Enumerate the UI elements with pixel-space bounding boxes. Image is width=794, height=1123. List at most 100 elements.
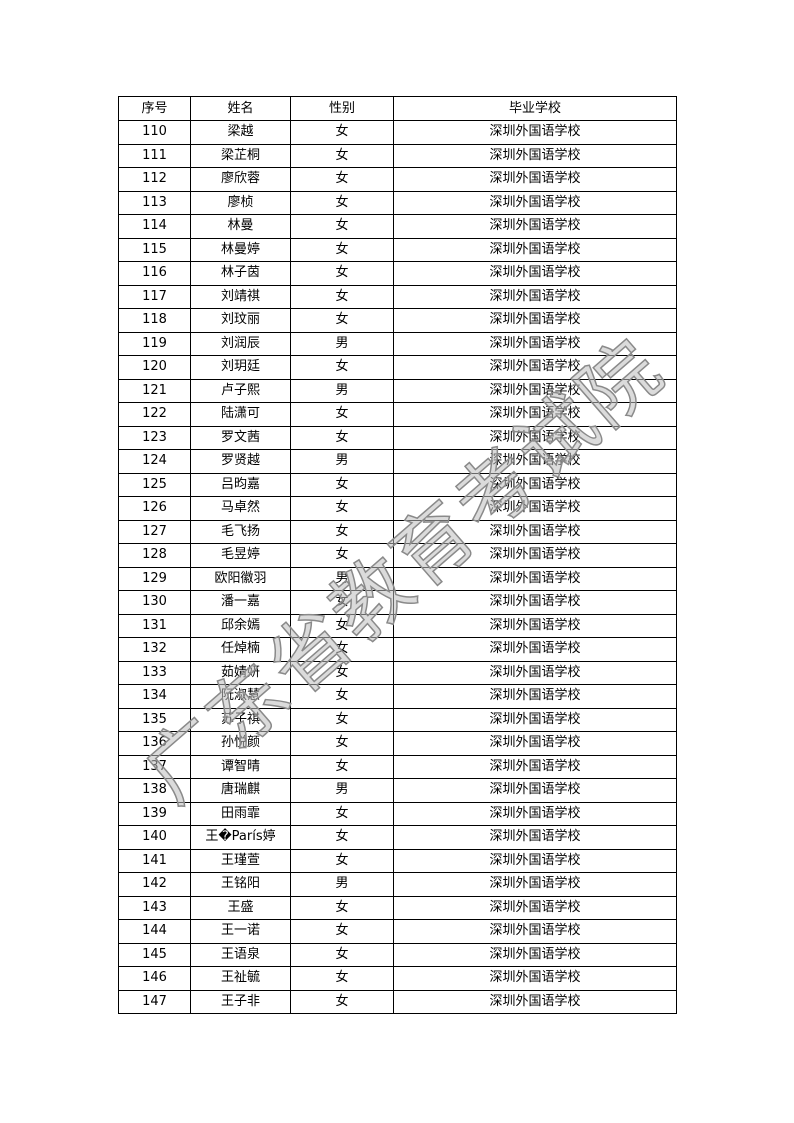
cell-name: 廖桢 (190, 190, 291, 215)
cell-gender: 女 (290, 684, 394, 709)
cell-name: 刘润辰 (190, 331, 291, 356)
cell-index: 123 (118, 425, 191, 450)
cell-gender: 女 (290, 214, 394, 239)
table-row: 131 邱余嫣女深圳外国语学校 (118, 613, 677, 638)
cell-school: 深圳外国语学校 (393, 778, 677, 803)
table-row: 117 刘靖祺女深圳外国语学校 (118, 284, 677, 309)
cell-gender: 女 (290, 261, 394, 286)
cell-name: 任焯楠 (190, 637, 291, 662)
cell-gender: 女 (290, 519, 394, 544)
table-row: 136 孙悦颜女深圳外国语学校 (118, 731, 677, 756)
cell-name: 马卓然 (190, 496, 291, 521)
cell-school: 深圳外国语学校 (393, 355, 677, 380)
cell-school: 深圳外国语学校 (393, 989, 677, 1014)
cell-gender: 女 (290, 425, 394, 450)
cell-school: 深圳外国语学校 (393, 331, 677, 356)
cell-gender: 男 (290, 566, 394, 591)
cell-school: 深圳外国语学校 (393, 566, 677, 591)
table-row: 145 王语泉女深圳外国语学校 (118, 942, 677, 967)
cell-name: 茹婧妍 (190, 660, 291, 685)
cell-gender: 女 (290, 613, 394, 638)
cell-school: 深圳外国语学校 (393, 590, 677, 615)
cell-school: 深圳外国语学校 (393, 942, 677, 967)
cell-index: 137 (118, 754, 191, 779)
cell-gender: 女 (290, 825, 394, 850)
cell-name: 罗贤越 (190, 449, 291, 474)
cell-gender: 女 (290, 989, 394, 1014)
table-row: 129 欧阳徽羽男深圳外国语学校 (118, 566, 677, 591)
table-row: 110 梁越女深圳外国语学校 (118, 120, 677, 145)
cell-name: 王铭阳 (190, 872, 291, 897)
cell-index: 133 (118, 660, 191, 685)
table-row: 112 廖欣蓉女深圳外国语学校 (118, 167, 677, 192)
cell-name: 欧阳徽羽 (190, 566, 291, 591)
cell-name: 王语泉 (190, 942, 291, 967)
cell-school: 深圳外国语学校 (393, 284, 677, 309)
cell-index: 136 (118, 731, 191, 756)
cell-school: 深圳外国语学校 (393, 496, 677, 521)
cell-gender: 女 (290, 754, 394, 779)
cell-school: 深圳外国语学校 (393, 190, 677, 215)
cell-name: 邱余嫣 (190, 613, 291, 638)
cell-index: 127 (118, 519, 191, 544)
cell-index: 146 (118, 966, 191, 991)
cell-index: 145 (118, 942, 191, 967)
table-row: 147 王子非女深圳外国语学校 (118, 989, 677, 1014)
table-row: 139 田雨霏女深圳外国语学校 (118, 801, 677, 826)
cell-school: 深圳外国语学校 (393, 919, 677, 944)
cell-school: 深圳外国语学校 (393, 895, 677, 920)
cell-gender: 女 (290, 590, 394, 615)
cell-index: 141 (118, 848, 191, 873)
cell-gender: 女 (290, 355, 394, 380)
table-row: 111 梁芷桐女深圳外国语学校 (118, 143, 677, 168)
table-row: 142 王铭阳男深圳外国语学校 (118, 872, 677, 897)
cell-index: 118 (118, 308, 191, 333)
cell-index: 138 (118, 778, 191, 803)
cell-index: 125 (118, 472, 191, 497)
cell-name: 林曼婷 (190, 237, 291, 262)
cell-gender: 女 (290, 660, 394, 685)
cell-name: 陆潇可 (190, 402, 291, 427)
cell-school: 深圳外国语学校 (393, 214, 677, 239)
cell-name: 谭智晴 (190, 754, 291, 779)
cell-gender: 女 (290, 167, 394, 192)
table-row: 140 王�París婷女深圳外国语学校 (118, 825, 677, 850)
table-row: 126 马卓然女深圳外国语学校 (118, 496, 677, 521)
cell-index: 143 (118, 895, 191, 920)
table-row: 113 廖桢女深圳外国语学校 (118, 190, 677, 215)
table-row: 132 任焯楠女深圳外国语学校 (118, 637, 677, 662)
cell-index: 130 (118, 590, 191, 615)
cell-gender: 男 (290, 872, 394, 897)
cell-index: 116 (118, 261, 191, 286)
cell-name: 王祉毓 (190, 966, 291, 991)
cell-index: 140 (118, 825, 191, 850)
cell-name: 王盛 (190, 895, 291, 920)
cell-gender: 男 (290, 331, 394, 356)
cell-index: 115 (118, 237, 191, 262)
table-row: 141 王瑾萱女深圳外国语学校 (118, 848, 677, 873)
cell-index: 144 (118, 919, 191, 944)
cell-index: 119 (118, 331, 191, 356)
cell-gender: 男 (290, 449, 394, 474)
table-row: 134 阮淑慧女深圳外国语学校 (118, 684, 677, 709)
cell-index: 113 (118, 190, 191, 215)
table-row: 146 王祉毓女深圳外国语学校 (118, 966, 677, 991)
table-row: 133 茹婧妍女深圳外国语学校 (118, 660, 677, 685)
table-row: 130 潘一嘉女深圳外国语学校 (118, 590, 677, 615)
cell-school: 深圳外国语学校 (393, 237, 677, 262)
cell-name: 刘玥廷 (190, 355, 291, 380)
cell-school: 深圳外国语学校 (393, 754, 677, 779)
cell-school: 深圳外国语学校 (393, 519, 677, 544)
cell-index: 129 (118, 566, 191, 591)
cell-index: 111 (118, 143, 191, 168)
table-row: 127 毛飞扬女深圳外国语学校 (118, 519, 677, 544)
cell-school: 深圳外国语学校 (393, 425, 677, 450)
cell-index: 120 (118, 355, 191, 380)
cell-school: 深圳外国语学校 (393, 872, 677, 897)
cell-gender: 女 (290, 496, 394, 521)
cell-school: 深圳外国语学校 (393, 684, 677, 709)
table-row: 114 林曼女深圳外国语学校 (118, 214, 677, 239)
cell-index: 126 (118, 496, 191, 521)
cell-name: 刘靖祺 (190, 284, 291, 309)
cell-index: 110 (118, 120, 191, 145)
